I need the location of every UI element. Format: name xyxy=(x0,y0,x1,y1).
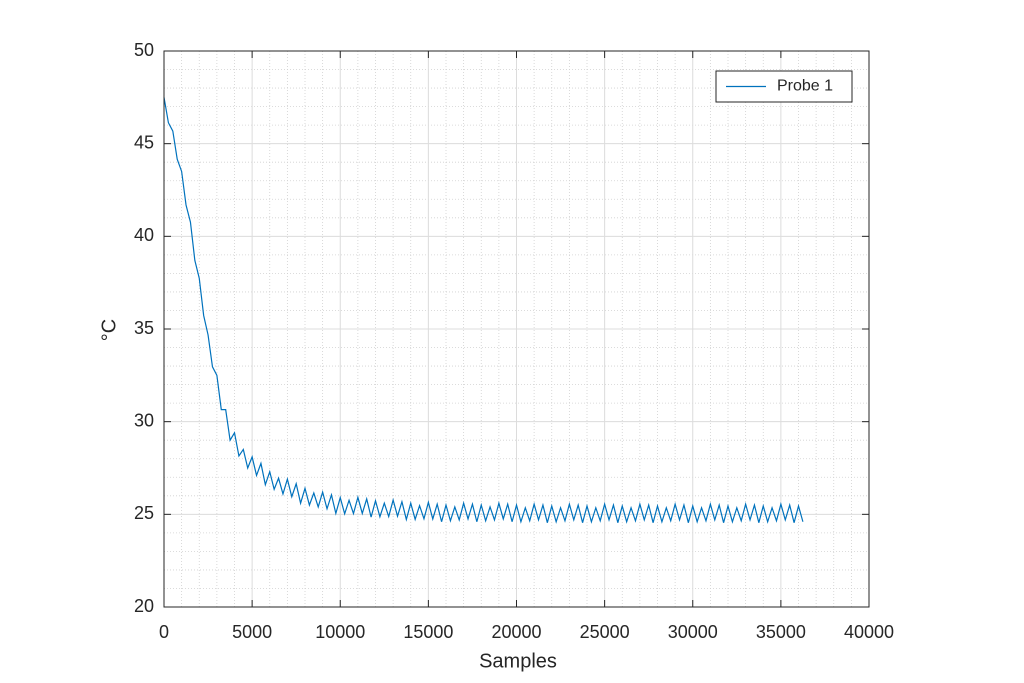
y-tick-label: 50 xyxy=(134,40,154,60)
x-tick-label: 5000 xyxy=(232,622,272,642)
x-tick-label: 10000 xyxy=(315,622,365,642)
x-tick-label: 25000 xyxy=(580,622,630,642)
y-tick-label: 30 xyxy=(134,410,154,430)
y-tick-label: 20 xyxy=(134,596,154,616)
x-tick-label: 15000 xyxy=(403,622,453,642)
legend: Probe 1 xyxy=(715,70,853,103)
y-axis-label: °C xyxy=(98,319,120,341)
x-tick-label: 35000 xyxy=(756,622,806,642)
y-tick-label: 45 xyxy=(134,132,154,152)
x-tick-label: 30000 xyxy=(668,622,718,642)
x-tick-label: 40000 xyxy=(844,622,894,642)
legend-label: Probe 1 xyxy=(777,78,833,95)
x-tick-label: 0 xyxy=(159,622,169,642)
y-tick-label: 25 xyxy=(134,503,154,523)
x-axis-label: Samples xyxy=(479,650,557,672)
y-tick-label: 35 xyxy=(134,318,154,338)
y-tick-label: 40 xyxy=(134,225,154,245)
x-tick-label: 20000 xyxy=(491,622,541,642)
data-line xyxy=(163,97,804,524)
